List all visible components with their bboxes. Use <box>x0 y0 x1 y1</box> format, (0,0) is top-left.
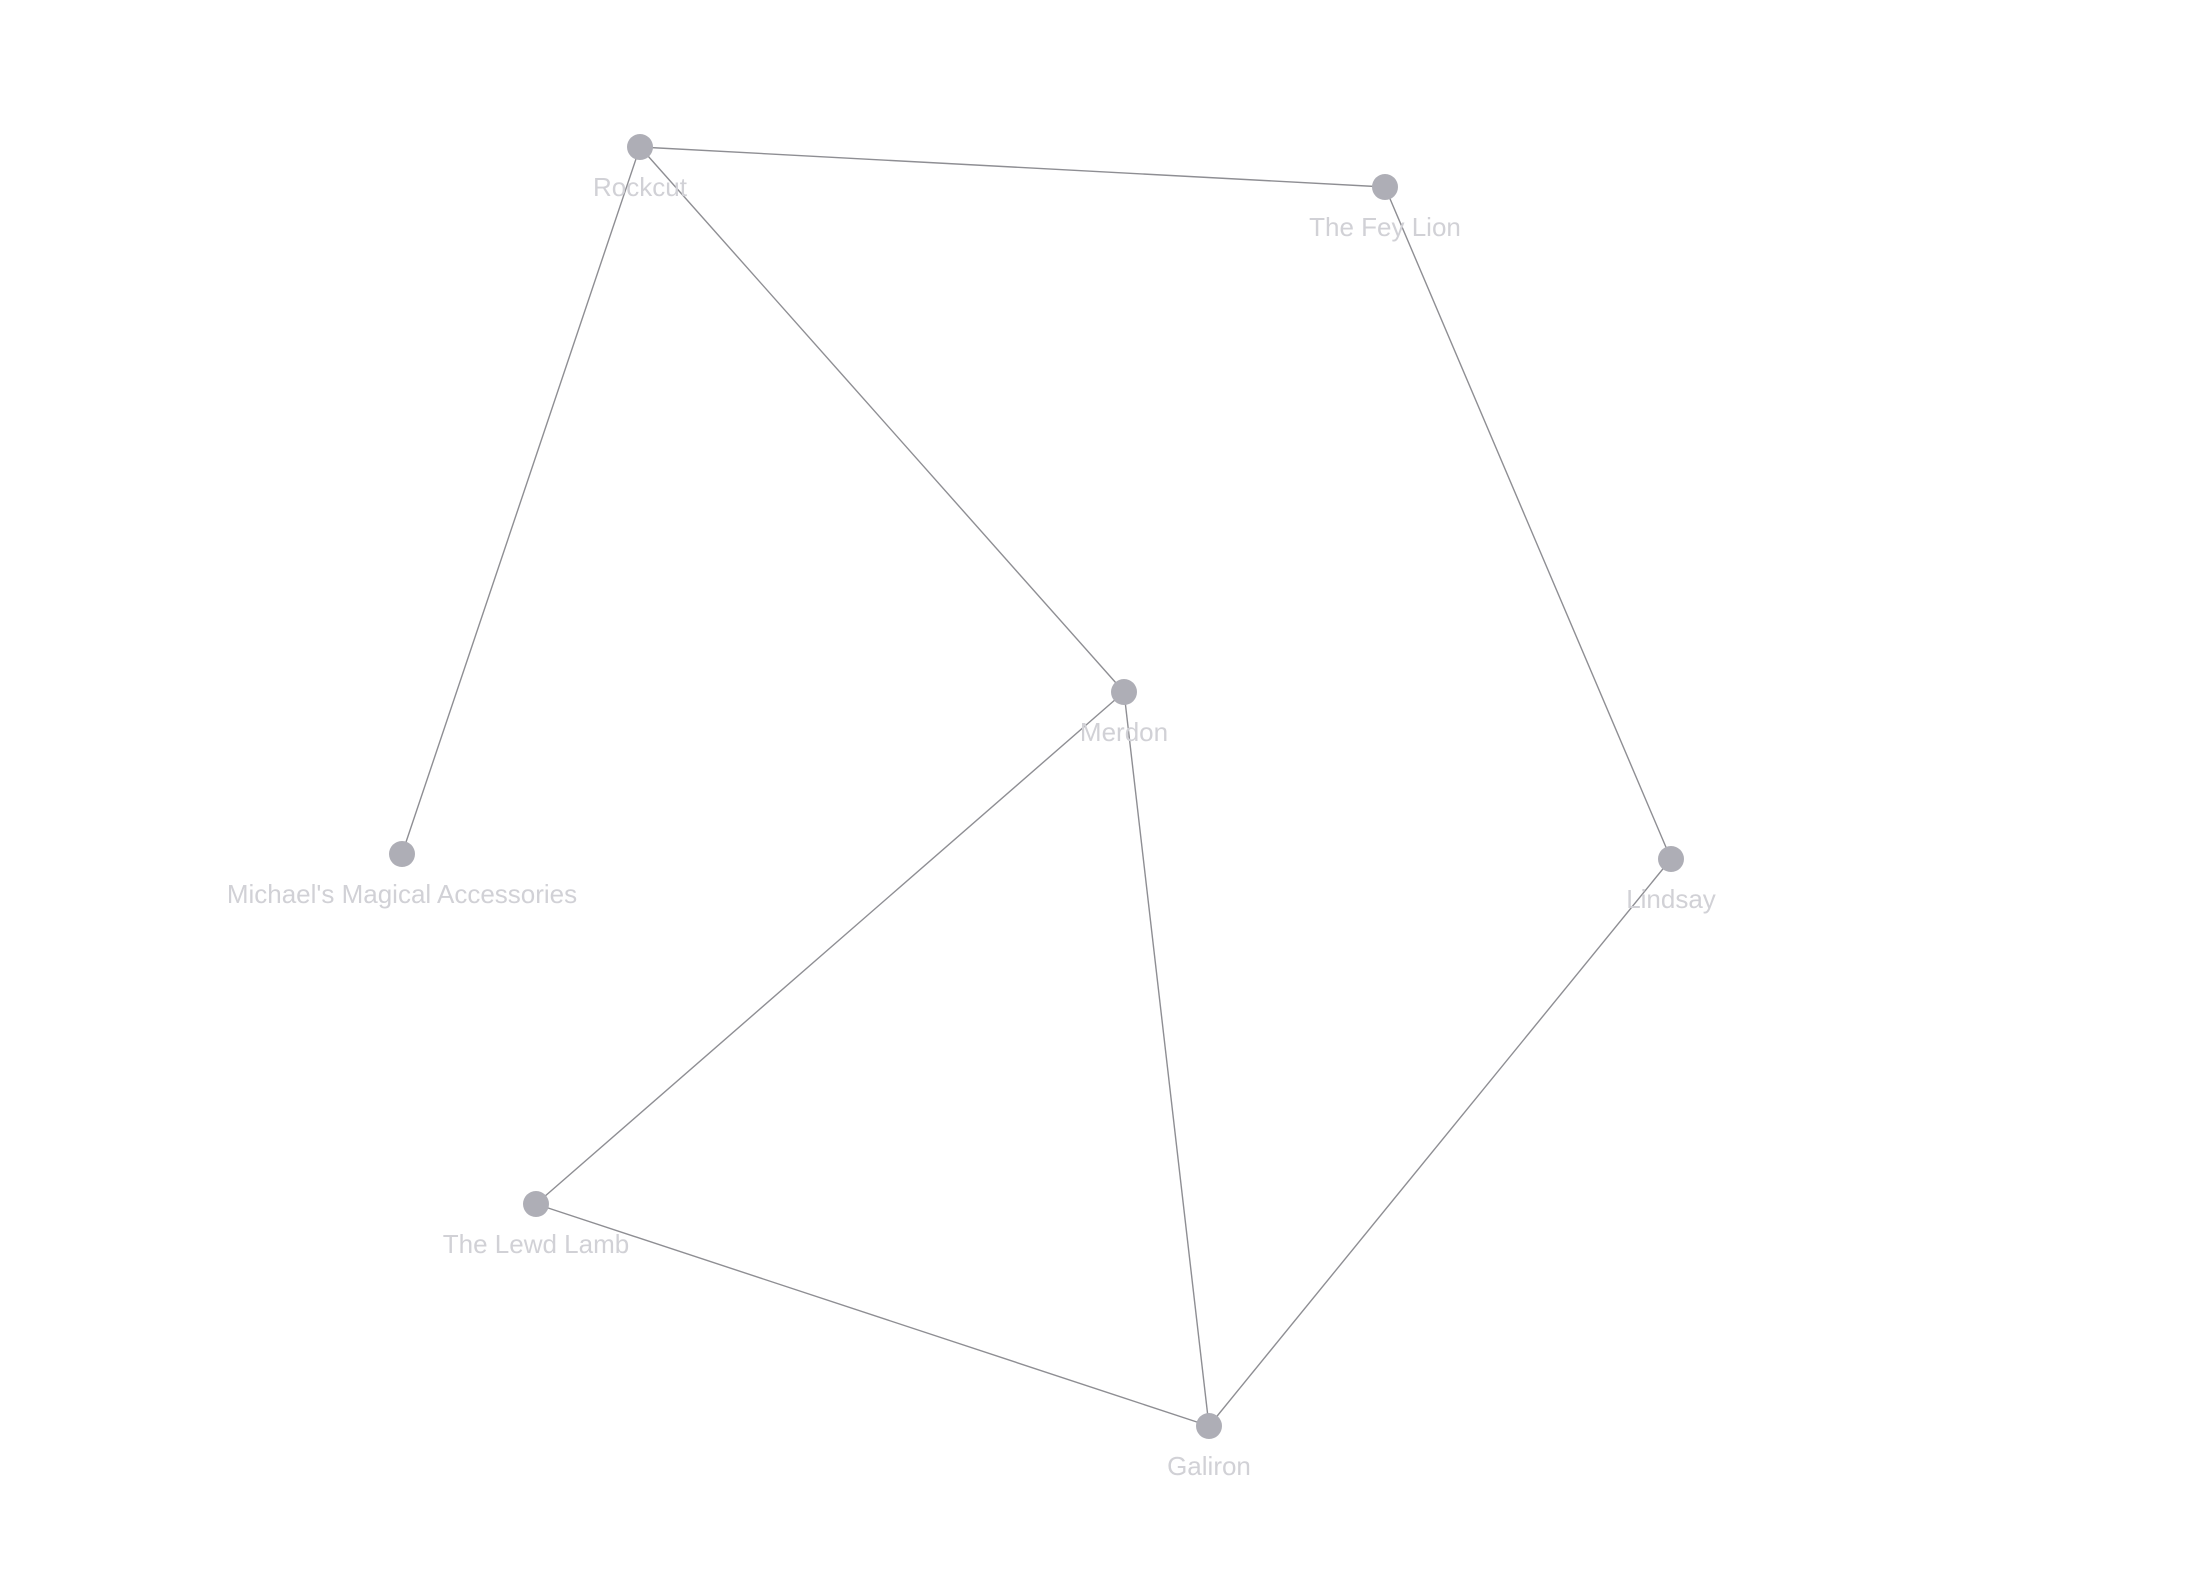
node-galiron[interactable] <box>1196 1413 1222 1439</box>
node-label-merdon: Merdon <box>1080 717 1168 747</box>
node-label-lewd-lamb: The Lewd Lamb <box>443 1229 629 1259</box>
edges-layer <box>401 146 1672 1427</box>
edge-merdon-galiron <box>1123 691 1210 1427</box>
node-label-galiron: Galiron <box>1167 1451 1251 1481</box>
node-fey-lion[interactable] <box>1372 174 1398 200</box>
edge-fey-lion-lindsay <box>1384 186 1672 860</box>
node-lewd-lamb[interactable] <box>523 1191 549 1217</box>
node-lindsay[interactable] <box>1658 846 1684 872</box>
nodes-layer <box>389 134 1684 1439</box>
node-label-fey-lion: The Fey Lion <box>1309 212 1461 242</box>
edge-rockcut-michaels <box>401 146 641 855</box>
node-rockcut[interactable] <box>627 134 653 160</box>
node-label-rockcut: Rockcut <box>593 172 688 202</box>
node-label-michaels: Michael's Magical Accessories <box>227 879 577 909</box>
node-merdon[interactable] <box>1111 679 1137 705</box>
edge-merdon-lewd-lamb <box>535 691 1125 1205</box>
node-michaels[interactable] <box>389 841 415 867</box>
edge-rockcut-merdon <box>639 146 1125 693</box>
labels-layer: Rockcut The Fey Lion Merdon Michael's Magic… <box>227 172 1716 1481</box>
node-label-lindsay: Lindsay <box>1626 884 1716 914</box>
edge-rockcut-fey-lion <box>639 146 1386 188</box>
edge-lewd-lamb-galiron <box>535 1203 1210 1427</box>
edge-lindsay-galiron <box>1208 858 1672 1427</box>
